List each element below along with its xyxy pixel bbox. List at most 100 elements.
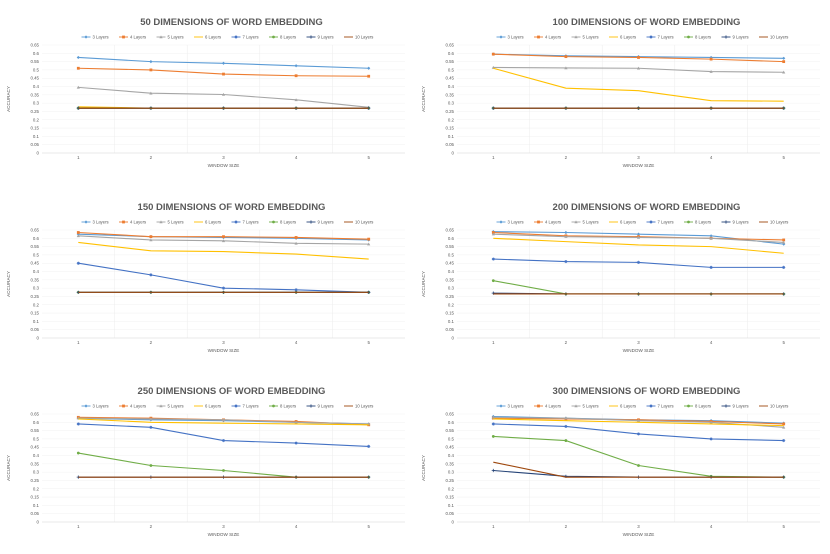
y-tick-label: 0.65: [445, 228, 454, 233]
chart-panel-1: 50 DIMENSIONS OF WORD EMBEDDING 3 Layers 4…: [0, 0, 415, 185]
data-point: [149, 417, 153, 421]
legend-label: 3 Layers: [508, 404, 524, 409]
series-7-layers: [491, 257, 786, 269]
series-5-layers: [491, 415, 786, 429]
data-point: [709, 57, 713, 61]
series-line: [493, 237, 784, 254]
y-tick-label: 0.5: [33, 252, 40, 257]
legend-item-9-layers: 9 Layers: [306, 404, 334, 409]
legend-label: 10 Layers: [770, 220, 788, 225]
data-point: [76, 451, 80, 455]
legend-label: 10 Layers: [355, 35, 373, 40]
x-tick-label: 1: [77, 340, 80, 345]
x-tick-label: 1: [492, 524, 495, 529]
legend-marker: [687, 220, 690, 224]
x-axis-label: WINDOW SIZE: [623, 348, 655, 353]
chart-title: 150 DIMENSIONS OF WORD EMBEDDING: [138, 202, 326, 213]
data-point: [491, 435, 495, 438]
legend-marker: [687, 35, 690, 39]
x-tick-label: 4: [295, 340, 298, 345]
chart-title: 50 DIMENSIONS OF WORD EMBEDDING: [140, 17, 323, 28]
legend-label: 7 Layers: [243, 35, 259, 40]
legend-label: 8 Layers: [280, 220, 296, 225]
y-tick-label: 0.65: [30, 43, 39, 48]
x-tick-label: 2: [565, 155, 568, 160]
y-tick-label: 0.3: [33, 101, 40, 106]
legend-label: 7 Layers: [658, 35, 674, 40]
data-point: [221, 418, 226, 422]
legend-item-7-layers: 7 Layers: [231, 404, 259, 409]
legend-item-7-layers: 7 Layers: [646, 404, 674, 409]
x-tick-label: 4: [710, 524, 713, 529]
data-point: [709, 234, 713, 238]
data-point: [76, 66, 80, 70]
legend-item-10-layers: 10 Layers: [759, 35, 788, 40]
data-point: [782, 242, 786, 246]
y-tick-label: 0.5: [448, 252, 455, 257]
legend-item-3-layers: 3 Layers: [81, 220, 109, 225]
x-tick-label: 5: [367, 524, 370, 529]
data-point: [636, 260, 641, 264]
legend-marker: [724, 35, 728, 39]
x-tick-label: 5: [367, 155, 370, 160]
x-tick-label: 3: [637, 340, 640, 345]
legend-label: 4 Layers: [130, 220, 146, 225]
chart-title: 100 DIMENSIONS OF WORD EMBEDDING: [553, 17, 741, 28]
series-line: [493, 461, 784, 478]
y-tick-label: 0.2: [448, 117, 455, 122]
series-5-layers: [76, 85, 371, 109]
legend-item-10-layers: 10 Layers: [759, 220, 788, 225]
series-line: [78, 423, 369, 447]
series-7-layers: [491, 422, 786, 443]
legend-label: 9 Layers: [733, 35, 749, 40]
legend-label: 9 Layers: [318, 220, 334, 225]
data-point: [149, 238, 153, 242]
legend-item-4-layers: 4 Layers: [119, 404, 146, 409]
legend-item-6-layers: 6 Layers: [609, 404, 636, 409]
data-point: [294, 236, 298, 239]
data-point: [491, 468, 495, 473]
data-point: [294, 64, 298, 68]
y-tick-label: 0.1: [33, 134, 40, 139]
data-point: [709, 265, 713, 269]
legend-item-8-layers: 8 Layers: [684, 35, 711, 40]
data-point: [782, 56, 786, 60]
legend-item-7-layers: 7 Layers: [646, 220, 674, 225]
legend-marker: [234, 220, 238, 224]
legend-marker: [84, 404, 88, 408]
series-line: [78, 241, 369, 260]
y-tick-label: 0.35: [30, 461, 39, 466]
x-tick-label: 3: [222, 340, 225, 345]
legend-label: 4 Layers: [545, 220, 561, 225]
legend-item-5-layers: 5 Layers: [156, 404, 184, 409]
legend-marker: [724, 220, 728, 224]
legend-label: 8 Layers: [280, 35, 296, 40]
legend-marker: [649, 220, 653, 224]
chart-panel-5: 250 DIMENSIONS OF WORD EMBEDDING 3 Layers…: [0, 369, 415, 554]
y-tick-label: 0.35: [30, 92, 39, 97]
data-point: [76, 422, 80, 426]
data-point: [782, 265, 786, 269]
x-tick-label: 3: [222, 155, 225, 160]
y-tick-label: 0.6: [448, 236, 455, 241]
data-point: [294, 441, 298, 445]
legend-marker: [574, 220, 578, 224]
data-point: [564, 439, 568, 442]
x-tick-label: 2: [150, 524, 153, 529]
legend-label: 3 Layers: [508, 35, 524, 40]
legend-marker: [234, 35, 238, 39]
y-tick-label: 0.2: [33, 302, 40, 307]
y-axis-label: ACCURACY: [6, 455, 11, 481]
data-point: [367, 237, 371, 241]
data-point: [564, 416, 568, 420]
data-point: [782, 425, 786, 429]
y-tick-label: 0.55: [30, 244, 39, 249]
y-tick-label: 0.05: [445, 327, 454, 332]
legend-marker: [309, 404, 313, 408]
legend-label: 9 Layers: [733, 404, 749, 409]
legend-item-7-layers: 7 Layers: [646, 35, 674, 40]
data-point: [76, 231, 80, 234]
legend-label: 3 Layers: [93, 220, 109, 225]
y-axis-label: ACCURACY: [6, 271, 11, 297]
